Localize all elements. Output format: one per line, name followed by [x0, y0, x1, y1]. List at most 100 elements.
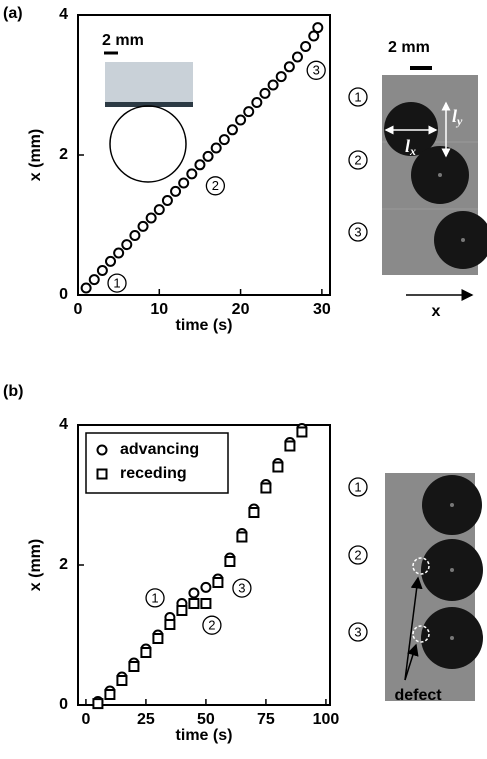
defect-label: defect — [394, 687, 442, 704]
y-tick-label: 4 — [59, 416, 68, 433]
symbol: l — [452, 106, 457, 126]
data-point — [210, 142, 222, 154]
circled-number: 2 — [208, 618, 215, 633]
y-axis-label: x (mm) — [27, 129, 44, 181]
legend-marker — [96, 468, 108, 480]
circled-number-ring — [348, 87, 368, 107]
defect-marker — [412, 557, 430, 575]
x-axis-label: time (s) — [176, 727, 233, 744]
x-tick-label: 50 — [197, 711, 215, 728]
data-point — [235, 114, 247, 126]
image-strip-b: defect — [385, 473, 483, 704]
drop-highlight — [461, 238, 465, 242]
circled-number-ring — [348, 222, 368, 242]
chart: 0 10 20 30 0 2 4 time (s) x (mm) 1 2 3 — [27, 6, 331, 334]
defect-marker — [412, 625, 430, 643]
data-point — [116, 675, 128, 686]
data-point — [212, 577, 224, 588]
x-tick-label: 10 — [150, 301, 168, 318]
y-axis-label: x (mm) — [27, 539, 44, 591]
x-tick-label: 25 — [137, 711, 155, 728]
x-axis-label: time (s) — [176, 317, 233, 334]
circled-number: 1 — [151, 590, 158, 605]
drop-highlight — [438, 173, 442, 177]
data-point — [113, 247, 125, 259]
legend-label: advancing — [120, 441, 199, 458]
data-point — [296, 426, 308, 438]
scale-label: 2 mm — [102, 32, 144, 49]
x-tick-label: 0 — [81, 711, 90, 728]
data-point — [202, 150, 214, 162]
circled-number-ring — [348, 150, 368, 170]
x-tick-label: 75 — [257, 711, 275, 728]
data-point — [284, 440, 296, 452]
y-tick-label: 2 — [59, 146, 68, 163]
data-point — [88, 274, 100, 286]
data-point — [291, 51, 303, 63]
lx-label: lx — [405, 136, 416, 158]
circled-number-ring — [306, 60, 326, 80]
y-tick-label: 4 — [59, 6, 68, 23]
circled-number: 2 — [212, 178, 219, 193]
data-point — [140, 647, 152, 658]
circled-number-ring — [202, 615, 222, 635]
data-point — [105, 255, 117, 267]
data-point — [267, 79, 279, 91]
data-point — [161, 195, 173, 206]
data-point — [176, 605, 188, 616]
circled-number-ring — [232, 578, 252, 598]
ly-label: ly — [452, 106, 463, 128]
circled-number: 3 — [354, 224, 361, 239]
data-point — [308, 30, 320, 42]
circled-number-ring — [145, 588, 165, 608]
circled-number: 1 — [113, 276, 120, 291]
data-point — [283, 61, 295, 73]
data-point — [312, 22, 324, 34]
scale-label: 2 mm — [388, 39, 430, 56]
data-point — [251, 97, 263, 108]
legend-label: receding — [120, 465, 187, 482]
data-point — [300, 41, 312, 52]
chart: 0 25 50 75 100 0 2 4 time (s) x (mm) 1 2 3 advancing r… — [27, 416, 339, 744]
circled-number: 3 — [313, 63, 320, 78]
data-point — [259, 87, 271, 99]
data-point — [248, 507, 260, 518]
y-tick-label: 2 — [59, 556, 68, 573]
data-point — [188, 587, 200, 599]
circled-number-ring — [205, 176, 226, 196]
substrate — [105, 102, 193, 107]
legend-marker — [96, 444, 108, 456]
data-point — [104, 689, 116, 700]
symbol: l — [405, 136, 410, 156]
circled-number: 1 — [354, 89, 361, 104]
circled-number: 1 — [354, 479, 361, 494]
data-point — [200, 598, 212, 609]
data-point — [194, 159, 206, 171]
y-tick-label: 0 — [59, 696, 68, 713]
data-point — [137, 220, 149, 232]
data-point — [96, 265, 108, 276]
data-point — [275, 71, 287, 83]
data-point — [128, 661, 140, 672]
data-point — [121, 239, 133, 251]
drop-highlight — [450, 568, 454, 572]
data-point — [272, 461, 284, 473]
circled-number-ring — [107, 273, 127, 293]
inset: 2 mm — [102, 32, 193, 183]
inset-image — [105, 62, 193, 106]
x-tick-label: 20 — [232, 301, 250, 318]
y-tick-label: 0 — [59, 286, 68, 303]
direction-label: x — [432, 303, 441, 320]
defect-arrow — [404, 643, 419, 681]
drop — [434, 211, 487, 269]
data-point — [152, 633, 164, 644]
data-point — [224, 556, 236, 567]
data-point — [129, 230, 141, 241]
data-point — [186, 168, 198, 180]
subscript: y — [455, 114, 463, 128]
circled-number: 2 — [354, 547, 361, 562]
drop-highlight — [450, 503, 454, 507]
data-point — [226, 124, 238, 136]
drop-outline — [109, 105, 187, 183]
x-tick-label: 30 — [313, 301, 331, 318]
